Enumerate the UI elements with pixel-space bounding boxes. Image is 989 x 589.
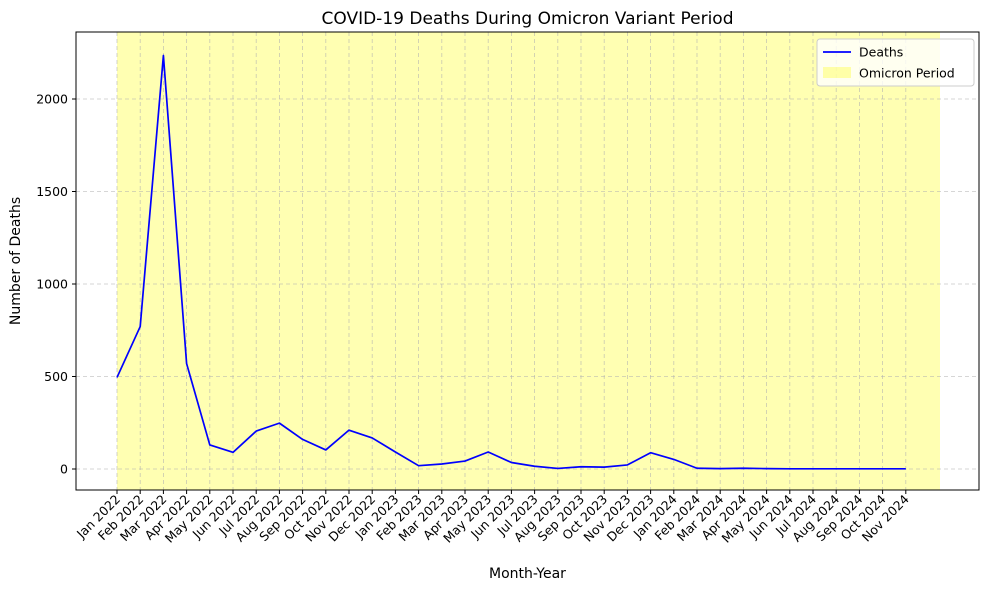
y-tick-label: 2000 [36,92,68,107]
legend-label-deaths: Deaths [859,45,903,60]
y-tick-label: 1000 [36,277,68,292]
legend-shade-swatch [823,67,851,78]
chart-title: COVID-19 Deaths During Omicron Variant P… [322,9,734,29]
y-tick-label: 0 [60,462,68,477]
plot-frame [75,31,980,491]
y-tick-label: 500 [44,369,68,384]
x-axis-label: Month-Year [489,566,566,582]
legend-box [816,38,975,87]
omicron-shaded-region [117,32,940,490]
y-tick-label: 1500 [36,184,68,199]
y-axis-label: Number of Deaths [8,197,24,325]
legend-label-omicron: Omicron Period [859,66,955,81]
legend: Deaths Omicron Period [816,38,975,87]
